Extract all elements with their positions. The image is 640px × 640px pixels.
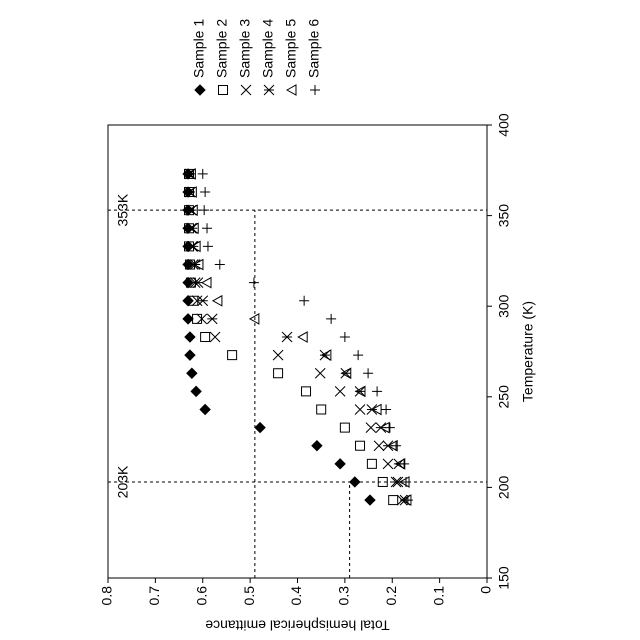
marker-diamond	[183, 296, 193, 306]
marker-plus	[202, 223, 212, 233]
marker-plus	[381, 404, 391, 414]
marker-asterisk	[207, 314, 217, 324]
marker-diamond	[185, 350, 195, 360]
marker-x	[315, 368, 325, 378]
marker-diamond	[200, 404, 210, 414]
marker-diamond	[187, 368, 197, 378]
marker-square	[302, 387, 311, 396]
legend-label: Sample 6	[306, 19, 322, 78]
marker-plus	[198, 169, 208, 179]
legend-marker	[264, 85, 274, 95]
marker-square	[274, 369, 283, 378]
marker-square	[317, 405, 326, 414]
legend-marker	[195, 85, 205, 95]
marker-plus	[399, 459, 409, 469]
y-tick-label: 0	[478, 586, 494, 594]
marker-x	[383, 459, 393, 469]
y-tick-label: 0.5	[241, 586, 257, 606]
reference-label: 203K	[115, 465, 131, 498]
x-tick-label: 300	[496, 294, 512, 318]
plot-frame	[108, 125, 487, 578]
legend-marker	[219, 86, 228, 95]
marker-diamond	[312, 441, 322, 451]
marker-asterisk	[282, 332, 292, 342]
marker-x	[355, 404, 365, 414]
y-tick-label: 0.4	[288, 586, 304, 606]
marker-plus	[372, 386, 382, 396]
marker-plus	[299, 296, 309, 306]
chart: 150 200 250 300 350 400 0 0.1 0.2 0.3 0.4 0.5 0.6 0.7…	[0, 0, 640, 640]
marker-plus	[326, 314, 336, 324]
x-tick-label: 150	[496, 566, 512, 590]
marker-plus	[203, 241, 213, 251]
marker-plus	[199, 205, 209, 215]
marker-plus	[200, 187, 210, 197]
legend-marker	[287, 85, 296, 95]
marker-square	[201, 333, 210, 342]
x-tick-label: 200	[496, 476, 512, 500]
marker-plus	[353, 350, 363, 360]
marker-triangle	[213, 296, 222, 306]
y-tick-label: 0.3	[336, 586, 352, 606]
x-axis-title: Temperature (K)	[520, 301, 536, 402]
marker-diamond	[191, 386, 201, 396]
legend-label: Sample 4	[260, 19, 276, 78]
marker-square	[367, 459, 376, 468]
y-tick-label: 0.7	[146, 586, 162, 606]
marker-triangle	[250, 314, 259, 324]
marker-x	[335, 386, 345, 396]
marker-x	[374, 441, 384, 451]
x-tick-label: 250	[496, 385, 512, 409]
marker-diamond	[335, 459, 345, 469]
marker-x	[366, 423, 376, 433]
legend-label: Sample 1	[191, 19, 207, 78]
x-tick-label: 400	[496, 113, 512, 137]
marker-square	[193, 314, 202, 323]
y-tick-label: 0.6	[193, 586, 209, 606]
marker-triangle	[202, 278, 211, 288]
legend-label: Sample 3	[237, 19, 253, 78]
marker-asterisk	[190, 260, 200, 270]
legend-label: Sample 2	[214, 19, 230, 78]
marker-plus	[391, 441, 401, 451]
marker-square	[340, 423, 349, 432]
rotated-chart: 150 200 250 300 350 400 0 0.1 0.2 0.3 0.4 0.5 0.6 0.7…	[99, 19, 536, 634]
marker-square	[389, 496, 398, 505]
legend-marker	[241, 85, 251, 95]
legend-marker	[310, 85, 320, 95]
marker-x	[273, 350, 283, 360]
marker-diamond	[183, 314, 193, 324]
marker-diamond	[255, 423, 265, 433]
y-tick-label: 0.2	[383, 586, 399, 606]
x-tick-label: 350	[496, 204, 512, 228]
marker-triangle	[298, 332, 307, 342]
reference-label: 353K	[115, 193, 131, 226]
marker-diamond	[350, 477, 360, 487]
legend-label: Sample 5	[283, 19, 299, 78]
marker-diamond	[365, 495, 375, 505]
marker-plus	[340, 332, 350, 342]
marker-square	[228, 351, 237, 360]
y-tick-label: 0.1	[430, 586, 446, 606]
marker-asterisk	[198, 296, 208, 306]
marker-diamond	[185, 332, 195, 342]
marker-plus	[249, 278, 259, 288]
marker-plus	[215, 260, 225, 270]
marker-plus	[363, 368, 373, 378]
marker-square	[356, 441, 365, 450]
y-tick-label: 0.8	[99, 586, 115, 606]
y-axis-title: Total hemispherical emittance	[205, 617, 390, 633]
marker-x	[210, 332, 220, 342]
